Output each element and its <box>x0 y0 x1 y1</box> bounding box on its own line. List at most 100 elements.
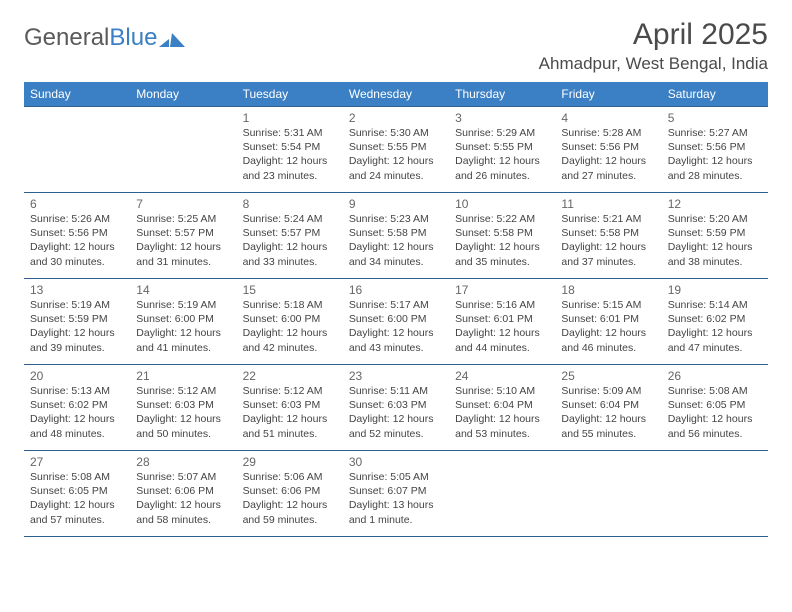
day-info-line: Daylight: 12 hours <box>243 412 337 426</box>
day-info-line: and 50 minutes. <box>136 427 230 441</box>
calendar-day-cell <box>555 451 661 537</box>
location: Ahmadpur, West Bengal, India <box>539 54 768 74</box>
day-info-line: and 57 minutes. <box>30 513 124 527</box>
day-info-line: Daylight: 12 hours <box>136 412 230 426</box>
calendar-day-cell: 6Sunrise: 5:26 AMSunset: 5:56 PMDaylight… <box>24 193 130 279</box>
day-info-line: Sunset: 5:55 PM <box>455 140 549 154</box>
day-number: 22 <box>243 369 337 383</box>
day-number: 30 <box>349 455 443 469</box>
day-info-line: Daylight: 12 hours <box>30 498 124 512</box>
logo-icon <box>159 29 185 47</box>
day-info-line: Sunrise: 5:20 AM <box>668 212 762 226</box>
day-info-line: Sunrise: 5:31 AM <box>243 126 337 140</box>
day-info-line: Daylight: 12 hours <box>243 240 337 254</box>
day-info-line: Sunset: 6:00 PM <box>136 312 230 326</box>
day-info-line: Sunrise: 5:27 AM <box>668 126 762 140</box>
calendar-day-cell: 1Sunrise: 5:31 AMSunset: 5:54 PMDaylight… <box>237 107 343 193</box>
day-info-line: Sunset: 6:00 PM <box>243 312 337 326</box>
day-number: 18 <box>561 283 655 297</box>
day-info-line: Sunrise: 5:15 AM <box>561 298 655 312</box>
day-info-line: Daylight: 12 hours <box>349 326 443 340</box>
day-info-line: Daylight: 12 hours <box>561 154 655 168</box>
day-info-line: Sunrise: 5:22 AM <box>455 212 549 226</box>
calendar-week-row: 20Sunrise: 5:13 AMSunset: 6:02 PMDayligh… <box>24 365 768 451</box>
day-info-line: Daylight: 12 hours <box>136 326 230 340</box>
day-number: 6 <box>30 197 124 211</box>
calendar-day-cell: 9Sunrise: 5:23 AMSunset: 5:58 PMDaylight… <box>343 193 449 279</box>
day-info-line: and 47 minutes. <box>668 341 762 355</box>
calendar-day-cell: 20Sunrise: 5:13 AMSunset: 6:02 PMDayligh… <box>24 365 130 451</box>
weekday-header: Sunday <box>24 82 130 107</box>
calendar-day-cell: 21Sunrise: 5:12 AMSunset: 6:03 PMDayligh… <box>130 365 236 451</box>
weekday-header-row: Sunday Monday Tuesday Wednesday Thursday… <box>24 82 768 107</box>
day-info-line: and 38 minutes. <box>668 255 762 269</box>
day-info-line: and 37 minutes. <box>561 255 655 269</box>
day-info-line: Daylight: 12 hours <box>349 412 443 426</box>
day-info-line: Sunrise: 5:19 AM <box>30 298 124 312</box>
calendar-day-cell: 4Sunrise: 5:28 AMSunset: 5:56 PMDaylight… <box>555 107 661 193</box>
calendar-day-cell: 30Sunrise: 5:05 AMSunset: 6:07 PMDayligh… <box>343 451 449 537</box>
calendar-day-cell: 23Sunrise: 5:11 AMSunset: 6:03 PMDayligh… <box>343 365 449 451</box>
day-info-line: Sunrise: 5:21 AM <box>561 212 655 226</box>
calendar-day-cell: 11Sunrise: 5:21 AMSunset: 5:58 PMDayligh… <box>555 193 661 279</box>
day-info-line: Daylight: 12 hours <box>455 154 549 168</box>
day-info-line: Sunrise: 5:28 AM <box>561 126 655 140</box>
day-number: 24 <box>455 369 549 383</box>
calendar-day-cell <box>130 107 236 193</box>
calendar-week-row: 27Sunrise: 5:08 AMSunset: 6:05 PMDayligh… <box>24 451 768 537</box>
calendar-day-cell: 8Sunrise: 5:24 AMSunset: 5:57 PMDaylight… <box>237 193 343 279</box>
day-number: 13 <box>30 283 124 297</box>
day-info-line: Sunrise: 5:26 AM <box>30 212 124 226</box>
day-info-line: Sunset: 6:07 PM <box>349 484 443 498</box>
day-info-line: Sunrise: 5:19 AM <box>136 298 230 312</box>
day-info-line: Sunrise: 5:05 AM <box>349 470 443 484</box>
day-number: 4 <box>561 111 655 125</box>
day-number: 15 <box>243 283 337 297</box>
day-number: 3 <box>455 111 549 125</box>
day-info-line: Sunset: 5:59 PM <box>30 312 124 326</box>
day-info-line: Sunset: 6:04 PM <box>561 398 655 412</box>
calendar-week-row: 1Sunrise: 5:31 AMSunset: 5:54 PMDaylight… <box>24 107 768 193</box>
day-info-line: Sunrise: 5:13 AM <box>30 384 124 398</box>
day-info-line: Daylight: 12 hours <box>668 240 762 254</box>
calendar-day-cell <box>24 107 130 193</box>
day-info-line: Daylight: 12 hours <box>455 412 549 426</box>
day-info-line: Daylight: 12 hours <box>243 498 337 512</box>
calendar-table: Sunday Monday Tuesday Wednesday Thursday… <box>24 82 768 537</box>
header: GeneralBlue April 2025 Ahmadpur, West Be… <box>24 18 768 74</box>
day-number: 20 <box>30 369 124 383</box>
day-info-line: Sunset: 6:02 PM <box>30 398 124 412</box>
weekday-header: Tuesday <box>237 82 343 107</box>
day-info-line: Daylight: 12 hours <box>243 154 337 168</box>
logo-text-2: Blue <box>109 24 157 52</box>
day-info-line: Sunset: 5:56 PM <box>561 140 655 154</box>
day-info-line: and 52 minutes. <box>349 427 443 441</box>
day-info-line: Daylight: 12 hours <box>30 412 124 426</box>
day-info-line: and 33 minutes. <box>243 255 337 269</box>
calendar-day-cell: 19Sunrise: 5:14 AMSunset: 6:02 PMDayligh… <box>662 279 768 365</box>
day-info-line: Sunset: 5:59 PM <box>668 226 762 240</box>
day-info-line: and 1 minute. <box>349 513 443 527</box>
day-info-line: Sunset: 6:06 PM <box>136 484 230 498</box>
calendar-day-cell: 29Sunrise: 5:06 AMSunset: 6:06 PMDayligh… <box>237 451 343 537</box>
day-number: 12 <box>668 197 762 211</box>
day-info-line: Sunset: 6:00 PM <box>349 312 443 326</box>
day-info-line: Sunset: 6:01 PM <box>455 312 549 326</box>
day-number: 16 <box>349 283 443 297</box>
day-info-line: and 28 minutes. <box>668 169 762 183</box>
day-info-line: and 27 minutes. <box>561 169 655 183</box>
day-info-line: Sunrise: 5:24 AM <box>243 212 337 226</box>
day-number: 11 <box>561 197 655 211</box>
day-info-line: Daylight: 12 hours <box>349 240 443 254</box>
day-info-line: and 58 minutes. <box>136 513 230 527</box>
day-info-line: Sunrise: 5:25 AM <box>136 212 230 226</box>
day-info-line: and 41 minutes. <box>136 341 230 355</box>
calendar-day-cell: 28Sunrise: 5:07 AMSunset: 6:06 PMDayligh… <box>130 451 236 537</box>
month-title: April 2025 <box>539 18 768 52</box>
calendar-day-cell: 5Sunrise: 5:27 AMSunset: 5:56 PMDaylight… <box>662 107 768 193</box>
day-info-line: and 48 minutes. <box>30 427 124 441</box>
day-number: 10 <box>455 197 549 211</box>
weekday-header: Thursday <box>449 82 555 107</box>
calendar-day-cell: 7Sunrise: 5:25 AMSunset: 5:57 PMDaylight… <box>130 193 236 279</box>
weekday-header: Monday <box>130 82 236 107</box>
